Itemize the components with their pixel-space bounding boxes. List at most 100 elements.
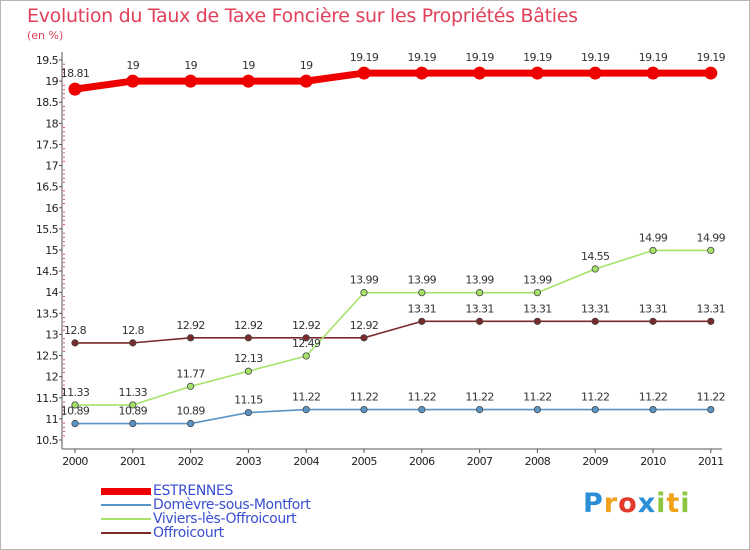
y-tick-label: 12 <box>45 371 58 384</box>
series-point <box>302 334 310 342</box>
y-tick-label: 10.5 <box>36 434 59 447</box>
y-tick-label: 14 <box>45 286 58 299</box>
data-label: 19.19 <box>465 51 494 64</box>
logo-letter: P <box>583 488 604 519</box>
x-tick-label: 2001 <box>120 455 146 468</box>
series-point <box>418 405 426 414</box>
y-tick-label: 13.5 <box>36 307 59 320</box>
series-point <box>588 66 602 80</box>
data-label: 10.89 <box>119 405 148 418</box>
chart-subtitle: (en %) <box>27 29 64 42</box>
series-point <box>707 405 715 414</box>
x-tick-label: 2007 <box>467 455 493 468</box>
data-label: 10.89 <box>176 405 205 418</box>
logo-letter: i <box>680 488 691 519</box>
data-label: 19.19 <box>408 51 437 64</box>
series-point <box>649 405 657 414</box>
y-tick-label: 18 <box>45 117 58 130</box>
series-point <box>184 74 198 88</box>
legend-label: Offroicourt <box>153 525 224 541</box>
series-point <box>187 382 195 390</box>
data-label: 13.31 <box>639 302 668 315</box>
data-label: 13.31 <box>465 302 494 315</box>
data-label: 11.22 <box>697 391 726 404</box>
data-label: 11.22 <box>408 391 437 404</box>
series-point <box>591 265 599 273</box>
x-tick-label: 2003 <box>236 455 262 468</box>
series-point <box>418 317 426 325</box>
y-tick-label: 19 <box>45 75 58 88</box>
series-point <box>360 405 368 414</box>
series-point <box>187 334 195 342</box>
legend-swatch <box>101 532 151 534</box>
series-point <box>533 289 542 297</box>
x-tick-label: 2005 <box>351 455 377 468</box>
y-tick-label: 13 <box>45 328 58 341</box>
data-label: 13.99 <box>350 274 379 287</box>
series-point <box>129 419 137 428</box>
series-point <box>71 419 79 428</box>
data-label: 10.89 <box>61 405 90 418</box>
data-label: 11.22 <box>639 391 668 404</box>
data-label: 13.31 <box>523 302 552 315</box>
data-labels-layer: 18.81 19 19 19 19 19.19 19.19 19.19 19.19 19.19 19… <box>61 51 726 417</box>
y-tick-label: 14.5 <box>36 265 59 278</box>
logo-letter: r <box>603 488 619 519</box>
data-label: 19.19 <box>350 51 379 64</box>
data-label: 19.19 <box>697 51 726 64</box>
data-label: 14.99 <box>697 231 726 244</box>
data-label: 11.22 <box>350 391 379 404</box>
series-point <box>357 66 371 80</box>
data-label: 11.15 <box>234 394 263 407</box>
data-label: 13.31 <box>697 302 726 315</box>
series-point <box>530 66 544 80</box>
series-point <box>71 401 79 409</box>
logo-letter: i <box>656 488 667 519</box>
series-point <box>360 334 368 342</box>
legend-label: ESTRENNES <box>153 483 233 499</box>
data-label: 19.19 <box>523 51 552 64</box>
series-point <box>649 317 657 325</box>
y-tick-label: 18.5 <box>36 96 59 109</box>
data-label: 13.31 <box>581 302 610 315</box>
series-point <box>244 367 252 375</box>
y-tick-label: 17 <box>45 160 58 173</box>
data-label: 12.92 <box>234 319 263 332</box>
y-tick-label: 16 <box>45 202 58 215</box>
series-point <box>533 317 542 325</box>
legend-item: ESTRENNES <box>101 483 401 499</box>
y-tick-label: 19.5 <box>36 54 59 67</box>
y-tick-label: 12.5 <box>36 350 59 363</box>
data-label: 19.19 <box>639 51 668 64</box>
series-point <box>126 74 140 88</box>
series-point <box>475 289 484 297</box>
data-label: 19.19 <box>581 51 610 64</box>
data-label: 14.55 <box>581 250 610 263</box>
series-line-0 <box>71 69 715 93</box>
series-point <box>415 66 429 80</box>
data-label: 12.92 <box>176 319 205 332</box>
series-point <box>704 66 718 80</box>
legend-swatch <box>101 518 151 520</box>
logo-letter: o <box>618 488 638 519</box>
legend-label: Domèvre-sous-Montfort <box>153 497 311 513</box>
data-label: 13.99 <box>408 274 437 287</box>
data-label: 19 <box>126 59 139 72</box>
series-point <box>302 352 310 360</box>
data-label: 19 <box>300 59 313 72</box>
x-tick-label: 2006 <box>409 455 435 468</box>
series-line-1 <box>74 408 712 425</box>
legend: ESTRENNES Domèvre-sous-Montfort Viviers-lè… <box>101 483 401 541</box>
series-point <box>129 339 137 347</box>
y-tick-label: 15.5 <box>36 223 59 236</box>
data-label: 11.22 <box>581 391 610 404</box>
series-point <box>302 405 310 414</box>
x-tick-label: 2000 <box>62 455 88 468</box>
y-tick-label: 17.5 <box>36 138 59 151</box>
series-point <box>244 334 252 342</box>
series-point <box>187 419 195 428</box>
data-label: 18.81 <box>61 67 90 80</box>
series-line-2 <box>74 249 712 406</box>
series-line-3 <box>74 320 712 344</box>
